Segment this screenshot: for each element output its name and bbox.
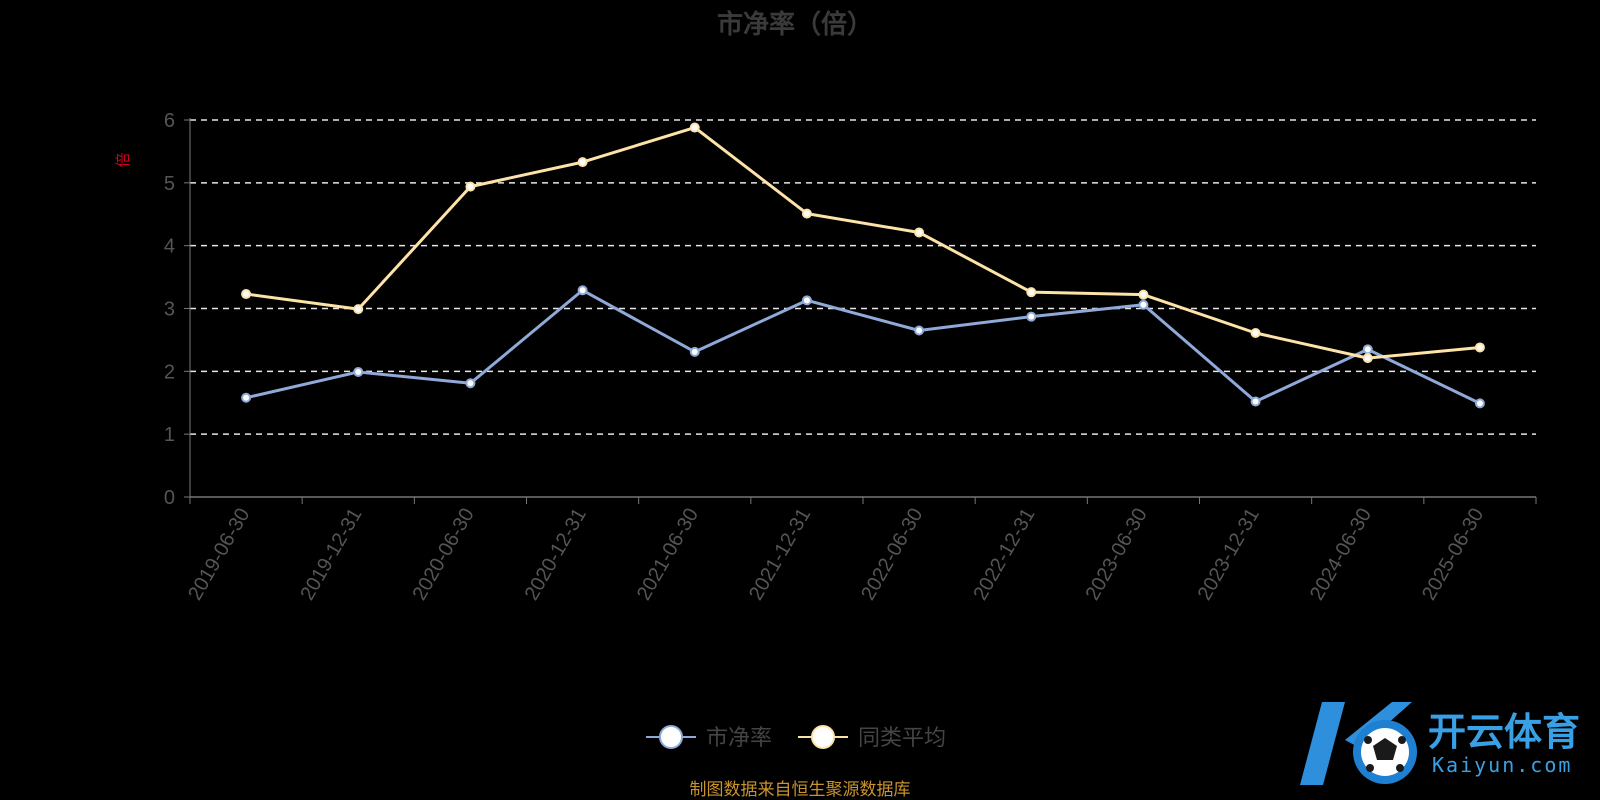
y-tick-label: 0 bbox=[164, 487, 175, 509]
data-point-0[interactable] bbox=[465, 378, 476, 389]
x-tick-label: 2024-06-30 bbox=[1306, 505, 1376, 605]
x-tick-label: 2022-12-31 bbox=[969, 505, 1039, 605]
legend-label-pb: 市净率 bbox=[706, 726, 772, 751]
data-point-0[interactable] bbox=[577, 285, 588, 296]
source-note: 制图数据来自恒生聚源数据库 bbox=[690, 780, 911, 800]
series-lines bbox=[245, 126, 1481, 405]
data-point-0[interactable] bbox=[1138, 299, 1149, 310]
y-tick-label: 1 bbox=[164, 424, 175, 446]
x-tick-label: 2025-06-30 bbox=[1418, 505, 1488, 605]
data-point-1[interactable] bbox=[1250, 328, 1261, 339]
data-point-1[interactable] bbox=[353, 304, 364, 315]
legend-item-pb[interactable]: 市净率 bbox=[646, 725, 772, 751]
data-point-0[interactable] bbox=[801, 295, 812, 306]
legend-marker-pb bbox=[659, 725, 683, 749]
data-point-1[interactable] bbox=[241, 289, 252, 300]
data-point-1[interactable] bbox=[1026, 287, 1037, 298]
x-tick-label: 2023-06-30 bbox=[1082, 505, 1152, 605]
y-tick-label: 6 bbox=[164, 110, 175, 132]
watermark-logo: 开云体育 Kaiyun.com bbox=[1300, 702, 1580, 785]
grid-lines bbox=[190, 119, 1536, 435]
y-tick-label: 5 bbox=[164, 173, 175, 195]
legend-label-avg: 同类平均 bbox=[858, 726, 946, 751]
data-point-1[interactable] bbox=[577, 157, 588, 168]
data-point-0[interactable] bbox=[241, 392, 252, 403]
data-point-1[interactable] bbox=[1362, 353, 1373, 364]
data-point-1[interactable] bbox=[465, 181, 476, 192]
data-point-1[interactable] bbox=[914, 227, 925, 238]
y-axis-label: 倍 bbox=[114, 152, 132, 167]
data-point-0[interactable] bbox=[353, 366, 364, 377]
x-tick-label: 2020-12-31 bbox=[521, 505, 591, 605]
chart-title: 市净率（倍） bbox=[717, 9, 873, 40]
data-point-1[interactable] bbox=[1474, 342, 1485, 353]
data-point-0[interactable] bbox=[914, 325, 925, 336]
legend-item-avg[interactable]: 同类平均 bbox=[798, 725, 946, 751]
axes bbox=[184, 118, 1537, 504]
x-tick-labels: 2019-06-30 2019-12-31 2020-06-30 2020-12-31… bbox=[184, 504, 1488, 604]
x-tick-label: 2019-06-30 bbox=[184, 505, 254, 605]
y-tick-labels: 0 1 2 3 4 5 6 bbox=[164, 110, 175, 509]
data-point-1[interactable] bbox=[1138, 289, 1149, 300]
series-line-1 bbox=[245, 126, 1481, 360]
data-point-0[interactable] bbox=[1250, 396, 1261, 407]
logo-main-text: 开云体育 bbox=[1428, 710, 1580, 754]
x-tick-label: 2021-06-30 bbox=[633, 505, 703, 605]
x-tick-label: 2020-06-30 bbox=[409, 504, 479, 604]
x-tick-label: 2023-12-31 bbox=[1194, 505, 1264, 605]
series-line-0 bbox=[245, 288, 1481, 405]
series-points bbox=[241, 122, 1485, 409]
x-tick-label: 2022-06-30 bbox=[857, 504, 927, 604]
y-tick-label: 2 bbox=[164, 361, 175, 383]
data-point-0[interactable] bbox=[1026, 311, 1037, 322]
data-point-1[interactable] bbox=[801, 208, 812, 219]
legend-marker-avg bbox=[811, 725, 835, 749]
data-point-0[interactable] bbox=[1474, 398, 1485, 409]
data-point-0[interactable] bbox=[689, 346, 700, 357]
y-tick-label: 4 bbox=[164, 236, 175, 258]
data-point-1[interactable] bbox=[689, 122, 700, 133]
data-point-0[interactable] bbox=[1362, 344, 1373, 355]
x-tick-label: 2019-12-31 bbox=[296, 505, 366, 605]
k-logo-icon bbox=[1300, 702, 1417, 785]
logo-sub-text: Kaiyun.com bbox=[1432, 753, 1572, 777]
legend[interactable]: 市净率 同类平均 bbox=[646, 725, 946, 751]
y-tick-label: 3 bbox=[164, 299, 175, 321]
x-tick-label: 2021-12-31 bbox=[745, 505, 815, 605]
